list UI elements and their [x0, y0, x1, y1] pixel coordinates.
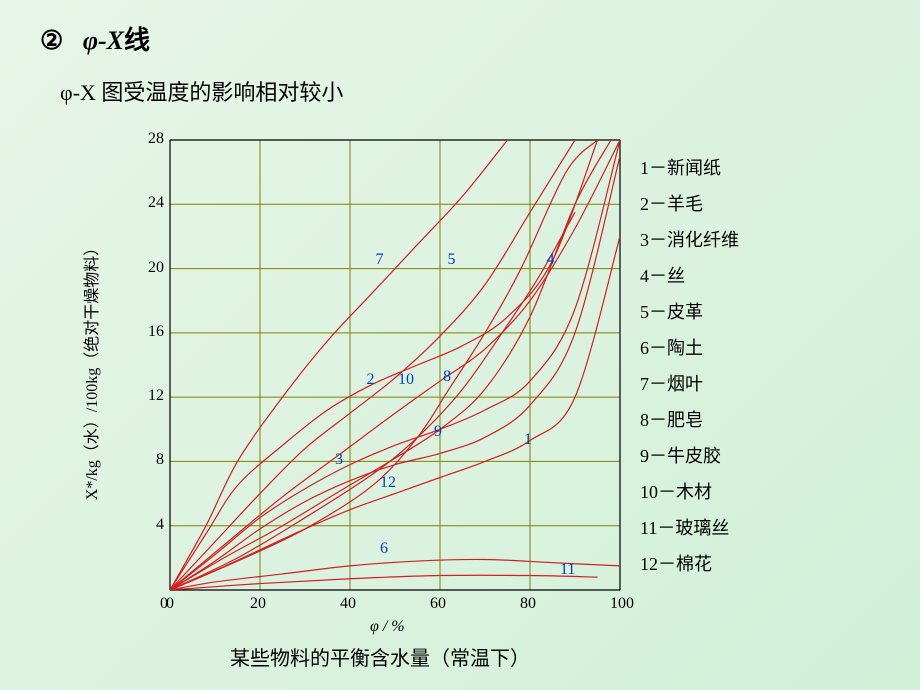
page: ② φ-X线 φ-X 图受温度的影响相对较小 X*/kg（水）/100kg（绝对…	[0, 0, 920, 690]
ytick-4: 4	[156, 516, 164, 534]
x-axis-label: φ / %	[370, 618, 405, 636]
legend-item-6: 6－陶土	[640, 330, 739, 366]
ytick-12: 12	[148, 387, 164, 405]
curve-label-5: 5	[448, 251, 456, 269]
curve-label-11: 11	[560, 561, 575, 579]
legend-item-11: 11－玻璃丝	[640, 510, 739, 546]
curve-10	[170, 140, 620, 590]
xtick-origin: 0	[166, 595, 174, 613]
xtick-60: 60	[430, 595, 446, 613]
legend-item-3: 3－消化纤维	[640, 222, 739, 258]
legend-item-5: 5－皮革	[640, 294, 739, 330]
ytick-8: 8	[156, 451, 164, 469]
legend-item-9: 9－牛皮胶	[640, 438, 739, 474]
curve-label-4: 4	[547, 251, 555, 269]
xtick-40: 40	[340, 595, 356, 613]
legend-item-7: 7－烟叶	[640, 366, 739, 402]
legend-item-4: 4－丝	[640, 258, 739, 294]
ytick-16: 16	[148, 323, 164, 341]
curve-9	[170, 140, 611, 590]
legend-item-12: 12－棉花	[640, 546, 739, 582]
xtick-20: 20	[250, 595, 266, 613]
xtick-80: 80	[520, 595, 536, 613]
phi-x-chart	[0, 0, 920, 690]
ytick-20: 20	[148, 259, 164, 277]
curve-label-10: 10	[398, 371, 414, 389]
curve-12	[170, 156, 620, 590]
legend-item-2: 2－羊毛	[640, 186, 739, 222]
curve-5	[170, 140, 575, 590]
curve-label-8: 8	[443, 368, 451, 386]
curve-label-2: 2	[367, 371, 375, 389]
legend: 1－新闻纸2－羊毛3－消化纤维4－丝5－皮革6－陶土7－烟叶8－肥皂9－牛皮胶1…	[640, 150, 739, 582]
legend-item-10: 10－木材	[640, 474, 739, 510]
legend-item-8: 8－肥皂	[640, 402, 739, 438]
curve-11	[170, 575, 598, 590]
chart-caption: 某些物料的平衡含水量（常温下）	[230, 642, 530, 671]
ytick-24: 24	[148, 194, 164, 212]
curve-label-7: 7	[376, 251, 384, 269]
curve-label-3: 3	[335, 451, 343, 469]
legend-item-1: 1－新闻纸	[640, 150, 739, 186]
curve-label-12: 12	[380, 474, 396, 492]
curve-label-6: 6	[380, 540, 388, 558]
xtick-100: 100	[610, 595, 634, 613]
curve-label-1: 1	[524, 431, 532, 449]
curve-7	[170, 140, 508, 590]
ytick-28: 28	[148, 130, 164, 148]
curve-3	[170, 140, 620, 590]
curve-label-9: 9	[434, 423, 442, 441]
